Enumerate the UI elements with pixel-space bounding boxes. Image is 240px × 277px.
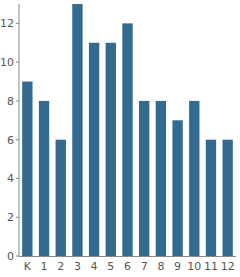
x-tick-label: 8	[157, 260, 164, 273]
bar	[222, 140, 232, 256]
y-tick-label: 6	[7, 134, 14, 147]
bar	[122, 23, 132, 256]
bar	[39, 101, 49, 256]
y-tick-label: 8	[7, 95, 14, 108]
y-tick-label: 2	[7, 211, 14, 224]
x-tick-label: 4	[91, 260, 98, 273]
x-tick-label: 5	[107, 260, 114, 273]
x-tick-label: 12	[221, 260, 235, 273]
x-tick-label: K	[24, 260, 32, 273]
bar	[156, 101, 166, 256]
bar	[22, 82, 32, 256]
chart-root: 024681012K123456789101112	[0, 0, 240, 277]
bar	[172, 120, 182, 256]
x-tick-label: 1	[41, 260, 48, 273]
chart-svg: 024681012K123456789101112	[0, 0, 240, 277]
x-axis	[19, 256, 236, 257]
bar	[89, 43, 99, 256]
y-tick-label: 4	[7, 172, 14, 185]
x-tick-label: 3	[74, 260, 81, 273]
y-tick-label: 10	[0, 56, 14, 69]
x-tick-label: 2	[57, 260, 64, 273]
bar	[72, 4, 82, 256]
bar	[139, 101, 149, 256]
x-tick-label: 11	[204, 260, 218, 273]
bar	[206, 140, 216, 256]
bar	[189, 101, 199, 256]
bar	[56, 140, 66, 256]
bars	[22, 4, 233, 256]
x-tick-label: 6	[124, 260, 131, 273]
x-tick-label: 10	[187, 260, 201, 273]
y-axis	[19, 4, 20, 256]
y-tick-label: 12	[0, 17, 14, 30]
x-tick-label: 9	[174, 260, 181, 273]
x-tick-label: 7	[141, 260, 148, 273]
bar	[106, 43, 116, 256]
y-tick-label: 0	[7, 250, 14, 263]
